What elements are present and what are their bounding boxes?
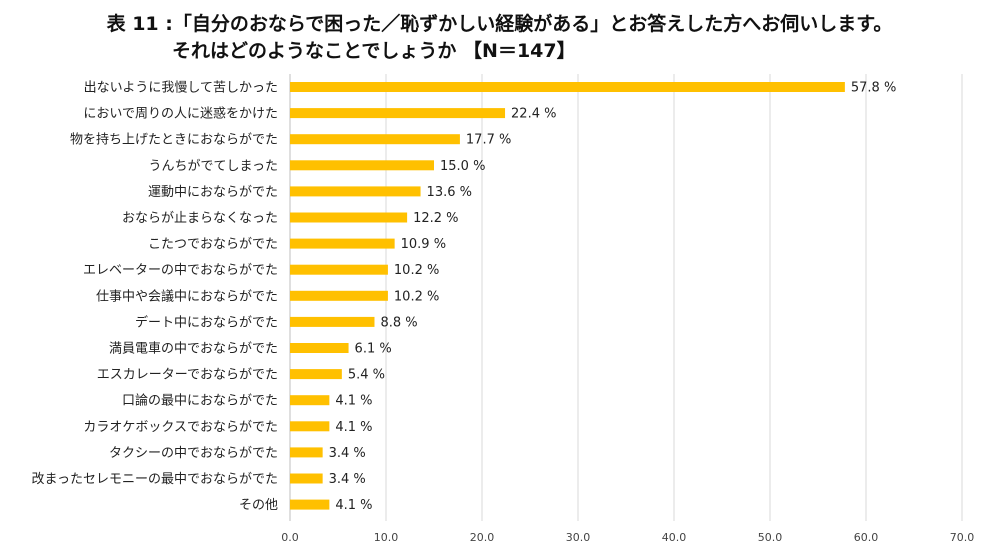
value-label: 10.2 % <box>394 289 439 304</box>
x-tick-label: 30.0 <box>566 531 591 544</box>
category-label: 改まったセレモニーの最中でおならがでた <box>32 472 278 487</box>
bar <box>290 186 421 197</box>
x-tick-label: 60.0 <box>854 531 879 544</box>
value-label: 22.4 % <box>511 107 556 122</box>
category-label: カラオケボックスでおならがでた <box>83 420 278 435</box>
value-label: 3.4 % <box>329 472 366 487</box>
category-label: エレベーターの中でおならがでた <box>83 263 278 278</box>
bar <box>290 108 506 119</box>
chart-title-line2: それはどのようなことでしょうか 【N＝147】 <box>172 40 576 62</box>
x-tick-label: 40.0 <box>662 531 687 544</box>
bar <box>290 316 375 327</box>
value-label: 57.8 % <box>851 81 896 96</box>
category-label: 運動中におならがでた <box>148 185 278 200</box>
value-label: 10.9 % <box>401 237 446 252</box>
category-label: おならが止まらなくなった <box>122 211 278 226</box>
category-label: エスカレーターでおならがでた <box>97 368 278 383</box>
bar <box>290 82 845 92</box>
category-label: 仕事中や会議中におならがでた <box>96 289 278 304</box>
value-label: 4.1 % <box>335 394 372 409</box>
value-label: 10.2 % <box>394 263 439 278</box>
bar <box>290 264 388 275</box>
bar <box>290 447 323 458</box>
value-label: 8.8 % <box>380 315 417 330</box>
x-tick-label: 50.0 <box>758 531 783 544</box>
value-label: 4.1 % <box>335 498 372 513</box>
bar <box>290 160 434 171</box>
bar <box>290 473 323 484</box>
category-label: デート中におならがでた <box>135 314 278 330</box>
value-label: 4.1 % <box>335 420 372 435</box>
x-tick-label: 10.0 <box>374 531 399 544</box>
value-label: 5.4 % <box>348 368 385 383</box>
bar <box>290 395 330 406</box>
value-label: 15.0 % <box>440 159 485 174</box>
category-label: 口論の最中におならがでた <box>122 393 278 409</box>
bar <box>290 499 330 510</box>
category-label: うんちがでてしまった <box>149 159 278 174</box>
value-label: 13.6 % <box>427 185 472 200</box>
category-label: タクシーの中でおならがでた <box>109 446 278 461</box>
bar <box>290 238 395 249</box>
category-label: その他 <box>239 498 278 513</box>
bar <box>290 290 388 301</box>
x-tick-label: 20.0 <box>470 531 495 544</box>
value-label: 17.7 % <box>466 133 511 148</box>
x-tick-label: 70.0 <box>950 531 975 544</box>
value-label: 12.2 % <box>413 211 458 226</box>
bar <box>290 421 330 432</box>
category-label: こたつでおならがでた <box>148 237 278 252</box>
category-label: においで周りの人に迷惑をかけた <box>83 106 278 122</box>
category-label: 出ないように我慢して苦しかった <box>84 80 278 96</box>
bar <box>290 369 342 380</box>
chart-title-line1: 表 11 :「自分のおならで困った／恥ずかしい経験がある」とお答えした方へお伺い… <box>106 13 893 35</box>
value-label: 3.4 % <box>329 446 366 461</box>
bar <box>290 134 460 145</box>
value-label: 6.1 % <box>355 342 392 357</box>
x-tick-label: 0.0 <box>281 531 299 544</box>
category-label: 物を持ち上げたときにおならがでた <box>70 133 278 148</box>
bar <box>290 212 408 223</box>
category-label: 満員電車の中でおならがでた <box>109 342 278 357</box>
bar <box>290 343 349 353</box>
